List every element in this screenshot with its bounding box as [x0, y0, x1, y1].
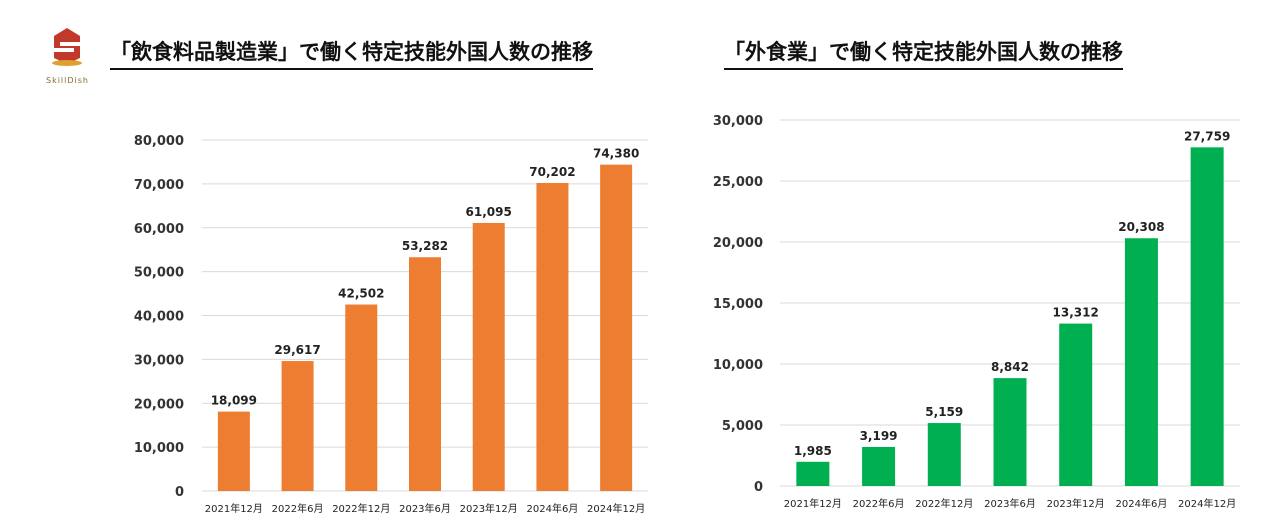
x-tick-label: 2024年6月 [1116, 497, 1168, 510]
x-tick-label: 2022年12月 [332, 502, 390, 515]
data-label: 42,502 [338, 287, 384, 301]
data-label: 3,199 [860, 429, 898, 443]
data-label: 74,380 [593, 147, 639, 161]
data-label: 20,308 [1118, 220, 1164, 234]
data-label: 53,282 [402, 239, 448, 253]
bar [927, 423, 961, 486]
x-tick-label: 2023年12月 [460, 502, 518, 515]
y-tick-label: 40,000 [134, 310, 184, 325]
y-tick-label: 30,000 [713, 114, 763, 129]
chart-restaurant: 0 5,000 10,000 15,000 20,000 25,000 30,000 1,98… [713, 114, 1240, 510]
bar [217, 411, 250, 491]
y-tick-label: 30,000 [134, 353, 184, 368]
data-label: 13,312 [1053, 306, 1099, 320]
bar [345, 304, 378, 491]
data-label: 1,985 [794, 444, 832, 458]
data-label: 18,099 [211, 394, 257, 408]
y-tick-label: 10,000 [134, 441, 184, 456]
x-tick-label: 2023年12月 [1047, 497, 1105, 510]
y-tick-label: 25,000 [713, 175, 763, 190]
x-tick-label: 2024年6月 [527, 502, 579, 515]
x-tick-label: 2022年6月 [272, 502, 324, 515]
x-tick-label: 2021年12月 [784, 497, 842, 510]
chart-title-food-manufacturing: 「飲食料品製造業」で働く特定技能外国人数の推移 [110, 36, 593, 70]
y-tick-label: 20,000 [134, 397, 184, 412]
y-tick-label: 15,000 [713, 297, 763, 312]
bar [472, 222, 505, 492]
x-tick-label: 2023年6月 [399, 502, 451, 515]
data-label: 70,202 [529, 165, 575, 179]
x-tick-label: 2022年12月 [915, 497, 973, 510]
y-tick-label: 80,000 [134, 134, 184, 149]
bar [1124, 238, 1158, 486]
logo-text: SkillDish [46, 76, 89, 85]
y-tick-label: 20,000 [713, 236, 763, 251]
bar [1059, 323, 1093, 486]
x-tick-label: 2021年12月 [205, 502, 263, 515]
bar [600, 164, 633, 491]
bar [796, 461, 830, 486]
data-label: 8,842 [991, 360, 1029, 374]
bar [993, 378, 1027, 486]
data-label: 5,159 [925, 405, 963, 419]
y-tick-label: 0 [175, 485, 184, 500]
y-tick-label: 60,000 [134, 222, 184, 237]
x-tick-label: 2023年6月 [984, 497, 1036, 510]
bar [409, 257, 441, 491]
x-tick-label: 2024年12月 [1178, 497, 1236, 510]
data-label: 27,759 [1184, 129, 1230, 143]
chart-title-restaurant: 「外食業」で働く特定技能外国人数の推移 [724, 36, 1123, 70]
logo-s-icon [52, 28, 82, 66]
bar [862, 446, 896, 486]
x-tick-label: 2024年12月 [587, 502, 645, 515]
y-tick-label: 70,000 [134, 178, 184, 193]
y-tick-label: 50,000 [134, 266, 184, 281]
y-tick-label: 10,000 [713, 358, 763, 373]
bar [281, 361, 314, 491]
data-label: 29,617 [274, 343, 320, 357]
bar [536, 182, 569, 492]
y-tick-label: 5,000 [722, 419, 763, 434]
brand-logo: SkillDish [44, 26, 94, 90]
x-tick-label: 2022年6月 [853, 497, 905, 510]
data-label: 61,095 [466, 205, 512, 219]
y-tick-label: 0 [754, 480, 763, 495]
bar [1190, 147, 1224, 486]
chart-food-manufacturing: 0 10,000 20,000 30,000 40,000 50,000 60,000 70,… [134, 134, 648, 515]
